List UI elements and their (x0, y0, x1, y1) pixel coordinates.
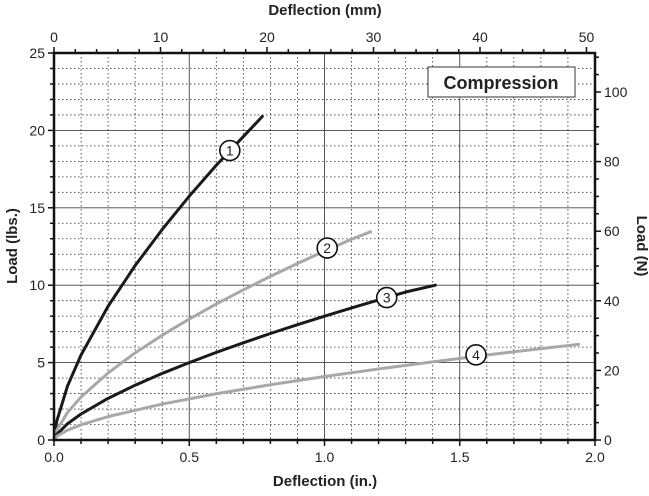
y-axis-label: Load (lbs.) (4, 208, 21, 284)
series-group: 1 2 3 4 (52, 114, 581, 442)
x2-tick-label: 50 (579, 29, 595, 45)
x2-tick-label: 0 (50, 29, 58, 45)
y2-tick-label: 60 (604, 223, 620, 239)
series-label-1: 1 (226, 143, 234, 159)
y-tick-label: 20 (29, 122, 45, 138)
series-line-2 (52, 230, 372, 442)
series-label-circle-1 (219, 139, 241, 162)
series-line-4 (52, 342, 581, 442)
y2-axis-label: Load (N) (633, 216, 649, 277)
series-label-2: 2 (323, 240, 331, 256)
series-label-circle-3 (375, 286, 398, 309)
y-tick-label: 10 (29, 277, 45, 293)
y2-tick-label: 80 (604, 154, 620, 170)
series-label-circle-4 (465, 344, 487, 366)
series-label-4: 4 (472, 347, 480, 363)
x-tick-label: 0.5 (180, 449, 200, 465)
series-label-circle-2 (316, 237, 339, 259)
y2-tick-label: 0 (604, 432, 612, 448)
y2-tick-label: 20 (604, 362, 620, 378)
x-tick-label: 1.0 (315, 449, 335, 465)
legend-box: Compression (427, 66, 576, 98)
y-tick-label: 0 (37, 432, 45, 448)
axes (48, 47, 601, 446)
grid (54, 53, 595, 440)
x2-tick-label: 20 (259, 29, 275, 45)
x2-tick-label: 30 (366, 29, 382, 45)
y-tick-label: 25 (29, 45, 45, 61)
series-line-3 (52, 283, 437, 442)
y-tick-label: 5 (37, 355, 45, 371)
legend-box-text: Compression (443, 73, 558, 93)
x-axis-label: Deflection (in.) (273, 473, 377, 490)
x2-axis-label: Deflection (mm) (268, 2, 381, 19)
x-tick-label: 1.5 (450, 449, 470, 465)
x2-tick-label: 40 (472, 29, 488, 45)
x-tick-label: 0.0 (44, 449, 64, 465)
x-tick-label: 2.0 (585, 449, 605, 465)
series-label-3: 3 (383, 290, 391, 306)
y-tick-label: 15 (29, 200, 45, 216)
x2-tick-label: 10 (153, 29, 169, 45)
y2-tick-label: 100 (604, 84, 628, 100)
y2-tick-label: 40 (604, 293, 620, 309)
